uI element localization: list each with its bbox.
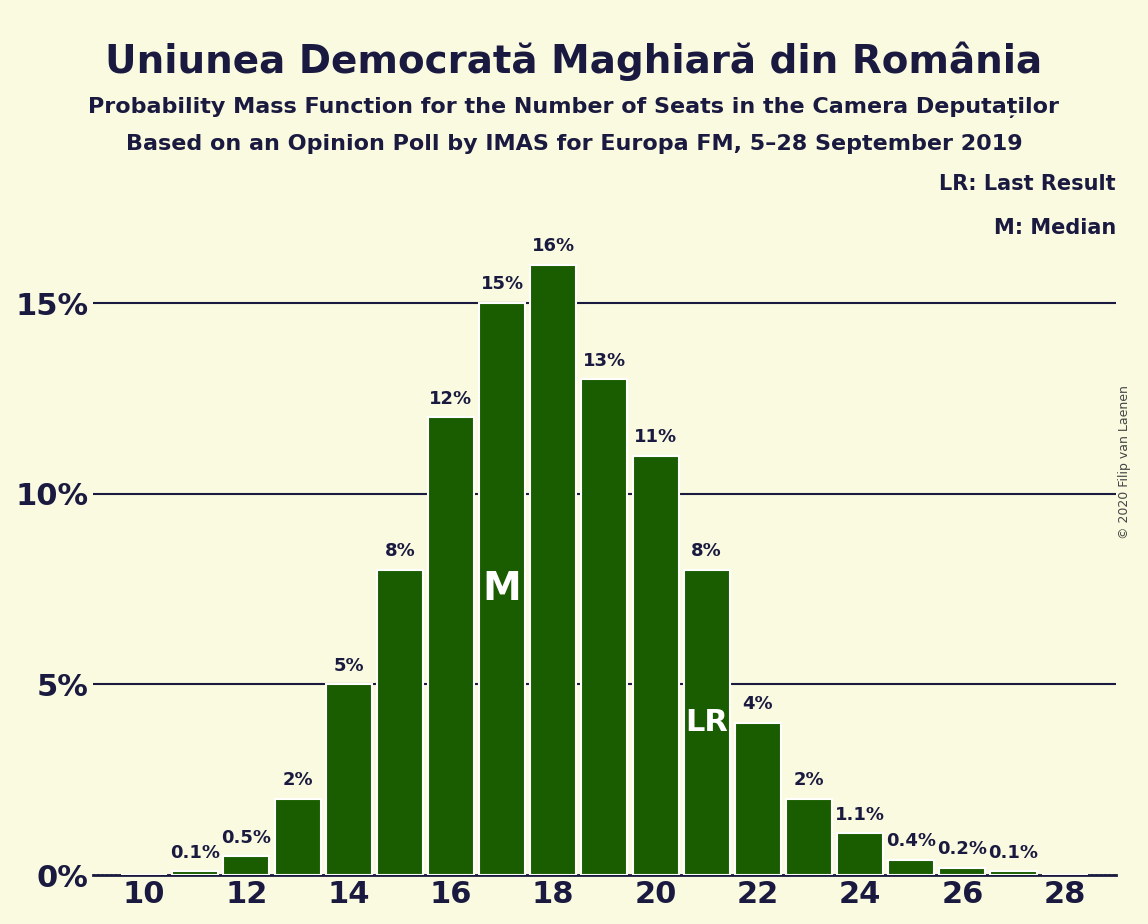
Text: 4%: 4% xyxy=(743,695,773,713)
Text: M: M xyxy=(482,570,521,608)
Text: Based on an Opinion Poll by IMAS for Europa FM, 5–28 September 2019: Based on an Opinion Poll by IMAS for Eur… xyxy=(125,134,1023,154)
Text: 0.2%: 0.2% xyxy=(938,840,987,858)
Text: 5%: 5% xyxy=(333,657,364,675)
Bar xyxy=(735,723,781,875)
Text: 12%: 12% xyxy=(429,390,473,407)
Text: © 2020 Filip van Laenen: © 2020 Filip van Laenen xyxy=(1118,385,1131,539)
Bar xyxy=(479,303,525,875)
Text: LR: LR xyxy=(685,708,728,737)
Text: 0.1%: 0.1% xyxy=(988,844,1039,862)
Bar xyxy=(684,570,730,875)
Bar xyxy=(172,871,218,875)
Text: 8%: 8% xyxy=(691,542,722,561)
Bar xyxy=(224,856,270,875)
Text: 2%: 2% xyxy=(793,772,824,789)
Bar xyxy=(274,799,320,875)
Text: 1.1%: 1.1% xyxy=(835,806,885,823)
Bar xyxy=(633,456,678,875)
Bar xyxy=(991,871,1037,875)
Text: 16%: 16% xyxy=(532,237,575,255)
Bar xyxy=(326,685,372,875)
Bar xyxy=(530,265,576,875)
Text: LR: Last Result: LR: Last Result xyxy=(939,175,1116,194)
Text: 0.5%: 0.5% xyxy=(222,829,271,846)
Bar xyxy=(377,570,422,875)
Bar xyxy=(581,379,628,875)
Text: Probability Mass Function for the Number of Seats in the Camera Deputaților: Probability Mass Function for the Number… xyxy=(88,97,1060,118)
Text: 13%: 13% xyxy=(583,352,626,370)
Text: 0.4%: 0.4% xyxy=(886,833,937,850)
Text: M: Median: M: Median xyxy=(993,218,1116,237)
Text: 15%: 15% xyxy=(481,275,523,294)
Bar xyxy=(837,833,883,875)
Text: 8%: 8% xyxy=(385,542,416,561)
Bar xyxy=(939,868,985,875)
Bar xyxy=(428,418,474,875)
Text: 2%: 2% xyxy=(282,772,313,789)
Text: 0.1%: 0.1% xyxy=(170,844,220,862)
Bar xyxy=(889,860,934,875)
Text: 11%: 11% xyxy=(634,428,677,446)
Text: Uniunea Democrată Maghiară din România: Uniunea Democrată Maghiară din România xyxy=(106,42,1042,81)
Bar xyxy=(786,799,832,875)
